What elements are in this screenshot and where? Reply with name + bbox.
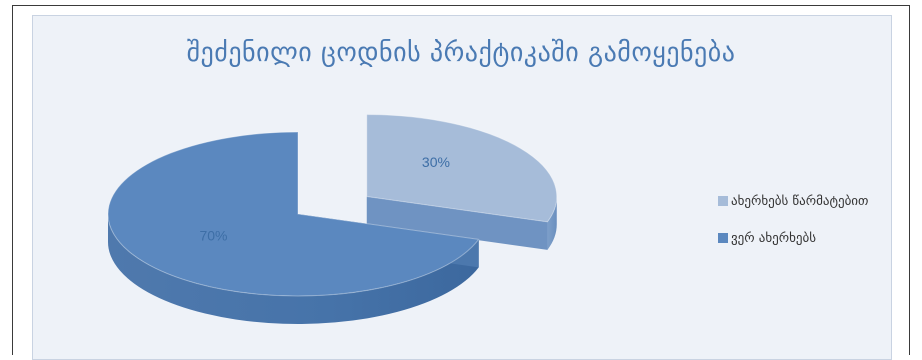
legend-label-succeeds: ახერხებს წარმატებით — [731, 193, 869, 209]
legend-swatch-succeeds — [718, 196, 728, 206]
legend-item-succeeds: ახერხებს წარმატებით — [718, 190, 868, 212]
pie-data-label-1: 70% — [199, 228, 227, 244]
pie-slice-face-0-1 — [366, 196, 548, 250]
legend: ახერხებს წარმატებით ვერ ახერხებს — [718, 190, 868, 264]
pie-slice-side-0 — [547, 196, 557, 250]
pie-slice-1 — [107, 131, 480, 297]
legend-item-fails: ვერ ახერხებს — [718, 227, 868, 249]
pie-slice-side-1 — [108, 214, 479, 324]
pie-slice-0 — [366, 114, 558, 223]
legend-swatch-fails — [718, 233, 728, 243]
legend-label-fails: ვერ ახერხებს — [731, 230, 817, 246]
pie-data-label-0: 30% — [422, 154, 450, 170]
chart-title: შეძენილი ცოდნის პრაქტიკაში გამოყენება — [186, 38, 736, 68]
